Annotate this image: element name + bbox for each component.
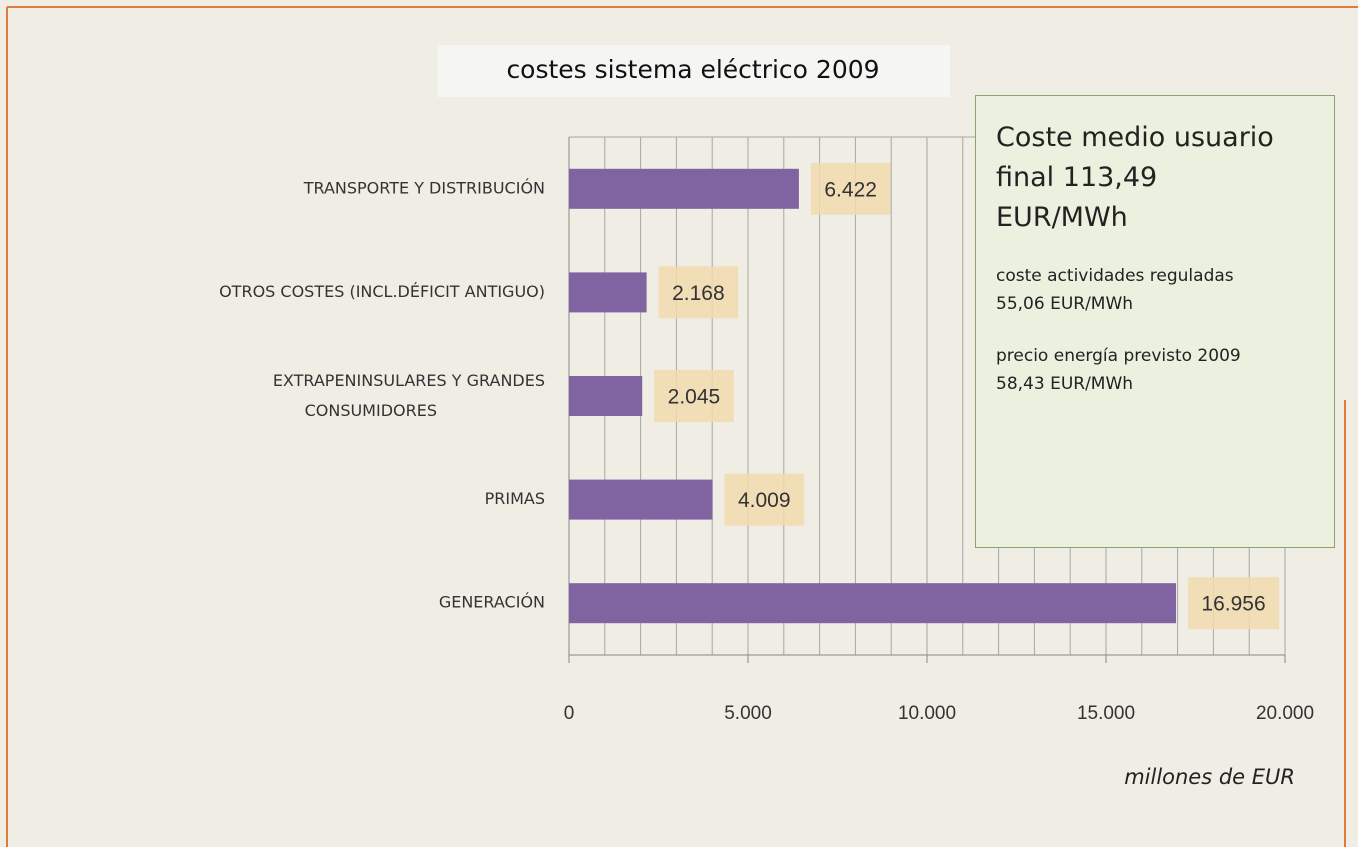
annotation-heading-text: Coste medio usuario final [996, 122, 1274, 193]
chart-title: costes sistema eléctrico 2009 [506, 55, 879, 84]
bar [569, 272, 647, 313]
annotation-heading: Coste medio usuario final 113,49 EUR/MWh [996, 118, 1296, 238]
x-tick-label: 10.000 [898, 703, 956, 724]
value-label: 2.168 [672, 282, 725, 305]
value-label-box [654, 370, 734, 422]
bar [569, 479, 713, 520]
x-tick-label: 15.000 [1077, 703, 1135, 724]
title-box [437, 45, 950, 97]
value-label: 6.422 [824, 178, 877, 201]
value-label: 4.009 [738, 489, 791, 512]
x-tick-label: 5.000 [724, 703, 772, 724]
annotation-note: coste actividades reguladas 55,06 EUR/MW… [996, 266, 1234, 314]
annotation-note: precio energía previsto 2009 58,43 EUR/M… [996, 346, 1241, 394]
bar [569, 376, 643, 416]
annotation-heading-value: 113,49 EUR/MWh [996, 162, 1158, 233]
value-label-box [658, 266, 739, 319]
x-tick-label: 20.000 [1256, 703, 1314, 724]
y-tick-label: OTROS COSTES (INCL.DÉFICIT ANTIGUO) [219, 282, 545, 301]
y-tick-label: PRIMAS [485, 489, 545, 508]
value-label: 2.045 [668, 386, 721, 409]
plot: 0 5.000 10.000 15.000 20.000 6.422 TRANSPORTE … [219, 136, 1314, 724]
y-tick-label: TRANSPORTE Y DISTRIBUCIÓN [303, 178, 545, 197]
bar [569, 583, 1177, 624]
bar [569, 168, 799, 209]
value-label-box [810, 162, 891, 215]
y-tick-label: GENERACIÓN [439, 593, 545, 612]
value-label: 16.956 [1201, 593, 1265, 616]
annotation-box: Coste medio usuario final 113,49 EUR/MWh… [975, 95, 1335, 548]
x-axis-label: millones de EUR [1124, 765, 1295, 789]
x-tick-label: 0 [564, 703, 575, 724]
value-label-box [1188, 577, 1280, 630]
value-label-box [724, 473, 805, 526]
y-tick-label: EXTRAPENINSULARES Y GRANDES CONSUMIDORES [273, 371, 545, 420]
